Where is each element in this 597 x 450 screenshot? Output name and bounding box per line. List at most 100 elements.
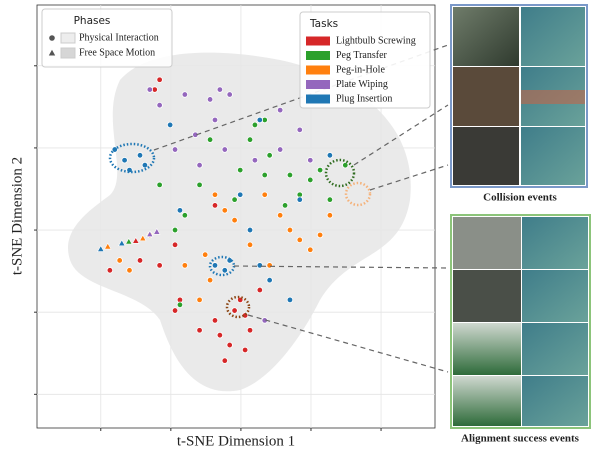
point bbox=[307, 157, 313, 163]
point bbox=[182, 263, 188, 269]
point bbox=[262, 172, 268, 178]
point bbox=[137, 153, 143, 159]
point bbox=[157, 182, 163, 188]
point bbox=[177, 208, 183, 214]
legend-label: Physical Interaction bbox=[79, 32, 159, 43]
legend-label: Plate Wiping bbox=[336, 79, 388, 90]
point bbox=[247, 242, 253, 248]
point bbox=[167, 122, 173, 128]
point bbox=[222, 208, 228, 214]
point bbox=[287, 172, 293, 178]
point bbox=[227, 92, 233, 98]
point bbox=[237, 167, 243, 173]
point bbox=[232, 197, 238, 203]
point bbox=[217, 87, 223, 93]
point bbox=[242, 347, 248, 353]
point bbox=[142, 162, 148, 168]
legend-swatch bbox=[306, 51, 330, 60]
point bbox=[157, 263, 163, 269]
point bbox=[267, 153, 273, 159]
point bbox=[137, 258, 143, 264]
panel-caption: Alignment success events bbox=[461, 433, 580, 445]
point bbox=[197, 182, 203, 188]
point bbox=[252, 157, 258, 163]
point bbox=[277, 212, 283, 218]
point bbox=[197, 162, 203, 168]
point bbox=[172, 147, 178, 153]
point bbox=[247, 137, 253, 143]
point bbox=[327, 153, 333, 159]
point bbox=[247, 227, 253, 233]
y-axis-label: t-SNE Dimension 2 bbox=[9, 157, 25, 275]
point bbox=[297, 127, 303, 133]
point bbox=[257, 263, 263, 269]
point bbox=[197, 327, 203, 333]
point bbox=[257, 287, 263, 293]
point bbox=[212, 192, 218, 198]
point bbox=[107, 267, 113, 273]
legend-swatch bbox=[306, 66, 330, 75]
legend-marker bbox=[49, 35, 55, 41]
point bbox=[212, 203, 218, 209]
point bbox=[287, 227, 293, 233]
point bbox=[307, 247, 313, 253]
legend-label: Free Space Motion bbox=[79, 47, 155, 58]
legend-swatch bbox=[306, 80, 330, 89]
point bbox=[222, 267, 228, 273]
point bbox=[182, 92, 188, 98]
point bbox=[237, 192, 243, 198]
point bbox=[117, 258, 123, 264]
point bbox=[262, 192, 268, 198]
point bbox=[222, 147, 228, 153]
point bbox=[327, 212, 333, 218]
point bbox=[157, 77, 163, 83]
point bbox=[247, 327, 253, 333]
point bbox=[157, 102, 163, 108]
point bbox=[297, 197, 303, 203]
legend-patch bbox=[61, 48, 75, 58]
point bbox=[317, 232, 323, 238]
point bbox=[127, 267, 133, 273]
point bbox=[172, 227, 178, 233]
figure: Phases Physical Interaction Free Space Mot… bbox=[0, 0, 597, 450]
collision-panel bbox=[451, 5, 587, 187]
point bbox=[217, 332, 223, 338]
point bbox=[207, 277, 213, 283]
point bbox=[147, 87, 153, 93]
legend-label: Plug Insertion bbox=[336, 93, 392, 104]
point bbox=[317, 167, 323, 173]
point bbox=[212, 263, 218, 269]
point bbox=[282, 203, 288, 209]
point bbox=[207, 137, 213, 143]
point bbox=[227, 342, 233, 348]
point bbox=[172, 242, 178, 248]
point bbox=[177, 302, 183, 308]
point bbox=[297, 237, 303, 243]
point bbox=[267, 277, 273, 283]
point bbox=[172, 308, 178, 314]
point bbox=[252, 122, 258, 128]
legend-patch bbox=[61, 33, 75, 43]
legend-label: Peg-in-Hole bbox=[336, 64, 385, 75]
point bbox=[212, 318, 218, 324]
point bbox=[222, 358, 228, 364]
point bbox=[202, 252, 208, 258]
panel-caption: Collision events bbox=[483, 192, 557, 204]
point bbox=[277, 107, 283, 113]
point bbox=[232, 217, 238, 223]
point bbox=[307, 177, 313, 183]
legend-label: Lightbulb Screwing bbox=[336, 35, 416, 46]
point bbox=[207, 97, 213, 103]
point bbox=[122, 157, 128, 163]
legend-title: Tasks bbox=[309, 18, 338, 30]
point bbox=[197, 297, 203, 303]
alignment-panel bbox=[451, 215, 590, 428]
legend-label: Peg Transfer bbox=[336, 50, 388, 61]
point bbox=[287, 297, 293, 303]
point bbox=[212, 117, 218, 123]
legend-swatch bbox=[306, 37, 330, 46]
point bbox=[232, 308, 238, 314]
legend-title: Phases bbox=[74, 15, 111, 27]
point bbox=[267, 263, 273, 269]
point bbox=[327, 197, 333, 203]
